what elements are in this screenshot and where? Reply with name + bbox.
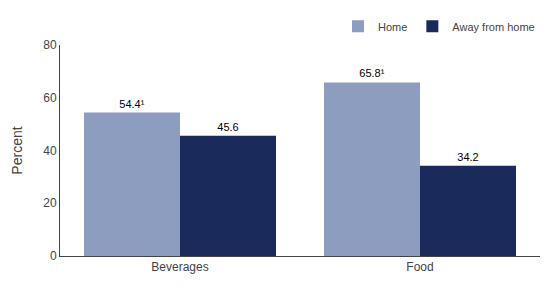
svg-text:45.6: 45.6 (217, 121, 238, 133)
svg-text:60: 60 (43, 91, 57, 105)
svg-text:Food: Food (406, 260, 433, 274)
svg-text:65.8¹: 65.8¹ (359, 67, 384, 79)
svg-text:0: 0 (50, 249, 57, 263)
svg-text:80: 80 (43, 38, 57, 52)
svg-text:54.4¹: 54.4¹ (119, 98, 144, 110)
svg-text:Home: Home (378, 21, 407, 33)
svg-text:Beverages: Beverages (151, 260, 208, 274)
svg-text:34.2: 34.2 (457, 151, 478, 163)
svg-text:Percent: Percent (9, 126, 25, 174)
svg-text:40: 40 (43, 144, 57, 158)
svg-text:20: 20 (43, 196, 57, 210)
svg-text:Away from home: Away from home (452, 21, 534, 33)
